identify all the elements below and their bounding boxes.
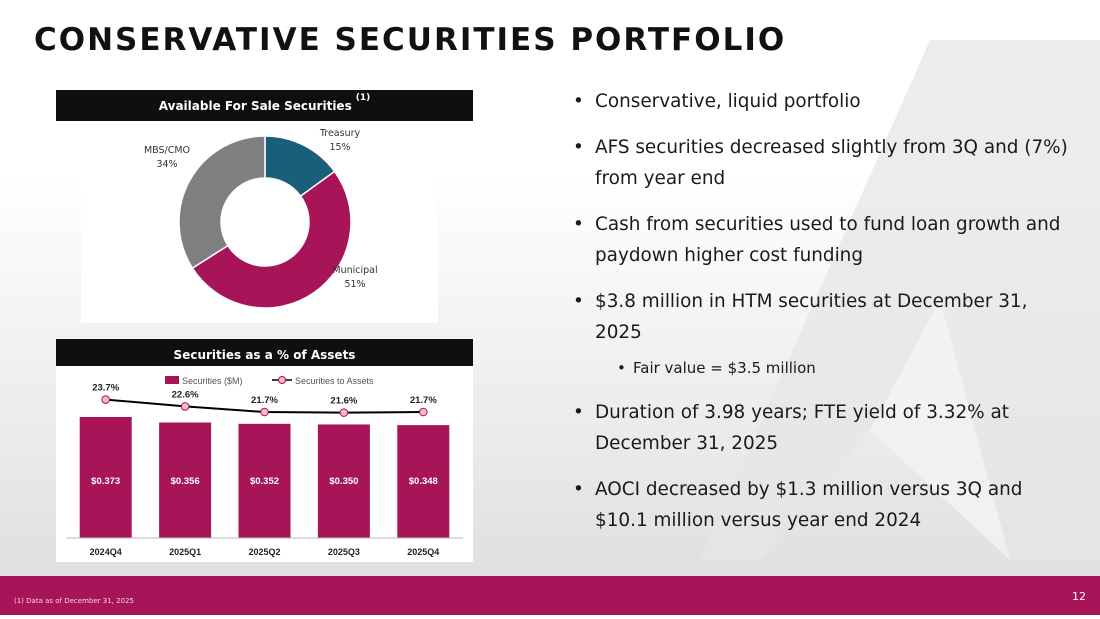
ratio-point xyxy=(260,407,269,417)
slice-label: MBS/CMO xyxy=(144,145,190,156)
bar-value-label: $0.356 xyxy=(171,476,200,487)
legend-label: Securities to Assets xyxy=(295,376,374,386)
ratio-data-label: 22.6% xyxy=(172,389,199,400)
footer-band xyxy=(0,576,1100,615)
page-title: CONSERVATIVE SECURITIES PORTFOLIO xyxy=(34,22,787,58)
ratio-panel-title: Securities as a % of Assets xyxy=(173,347,356,362)
afs-footnote-marker: (1) xyxy=(355,92,371,103)
category-tick-label: 2025Q2 xyxy=(248,547,280,557)
category-tick-label: 2025Q1 xyxy=(169,547,201,557)
ratio-data-label: 21.7% xyxy=(251,395,278,406)
bar-value-label: $0.373 xyxy=(91,476,120,487)
ratio-point xyxy=(101,395,111,404)
ratio-point xyxy=(419,407,428,417)
legend-label: Securities ($M) xyxy=(182,376,243,386)
category-tick-label: 2025Q4 xyxy=(407,547,439,557)
bar xyxy=(159,422,212,538)
bar xyxy=(317,424,370,538)
securities-bar-chart-panel: Securities ($M) Securities to Assets $0.37… xyxy=(56,366,473,562)
securities-bar-chart: Securities ($M) Securities to Assets $0.37… xyxy=(66,376,463,557)
bullet-item: Cash from securities used to fund loan g… xyxy=(571,209,1071,271)
bullet-item: Duration of 3.98 years; FTE yield of 3.3… xyxy=(571,397,1071,459)
bar xyxy=(79,417,132,538)
afs-donut-chart: Treasury 15% Municipal 51% MBS/CMO 34% xyxy=(144,128,378,309)
donut-slice-mbscmo xyxy=(178,135,266,270)
legend-marker-ratio xyxy=(278,376,286,384)
donut-slice-municipal xyxy=(191,170,352,309)
sub-bullet-item: Fair value = $3.5 million xyxy=(615,357,1071,379)
footnote: (1) Data as of December 31, 2025 xyxy=(14,597,134,605)
ratio-data-label: 21.7% xyxy=(410,395,437,406)
footer-divider xyxy=(0,615,1100,619)
slice-value-label: 15% xyxy=(329,142,350,153)
bar xyxy=(238,423,291,538)
afs-donut-chart-panel: Treasury 15% Municipal 51% MBS/CMO 34% xyxy=(81,122,438,323)
ratio-data-label: 21.6% xyxy=(330,396,357,407)
category-tick-label: 2025Q3 xyxy=(328,547,360,557)
afs-panel-header: Available For Sale Securities (1) xyxy=(56,90,473,121)
bar-value-label: $0.352 xyxy=(250,476,279,487)
bullet-item: AFS securities decreased slightly from 3… xyxy=(571,132,1071,194)
bar-value-label: $0.350 xyxy=(329,476,358,487)
ratio-panel-header: Securities as a % of Assets xyxy=(56,339,473,370)
category-tick-label: 2024Q4 xyxy=(90,547,122,557)
bullet-item: Conservative, liquid portfolio xyxy=(571,86,1071,117)
ratio-point xyxy=(339,408,349,417)
ratio-point xyxy=(180,402,190,411)
bullet-item: $3.8 million in HTM securities at Decemb… xyxy=(571,286,1071,348)
slice-value-label: 34% xyxy=(156,159,177,170)
legend-swatch-securities xyxy=(165,376,179,384)
page-number: 12 xyxy=(1072,590,1086,603)
ratio-data-label: 23.7% xyxy=(92,383,119,394)
bar xyxy=(397,425,450,538)
bar-value-label: $0.348 xyxy=(409,476,438,487)
slice-label: Treasury xyxy=(319,128,361,139)
slice-label: Municipal xyxy=(332,265,377,276)
afs-panel-title: Available For Sale Securities xyxy=(158,98,352,113)
bullet-list: Conservative, liquid portfolio AFS secur… xyxy=(571,86,1071,551)
bullet-item: AOCI decreased by $1.3 million versus 3Q… xyxy=(571,474,1071,536)
slice-value-label: 51% xyxy=(344,279,365,290)
